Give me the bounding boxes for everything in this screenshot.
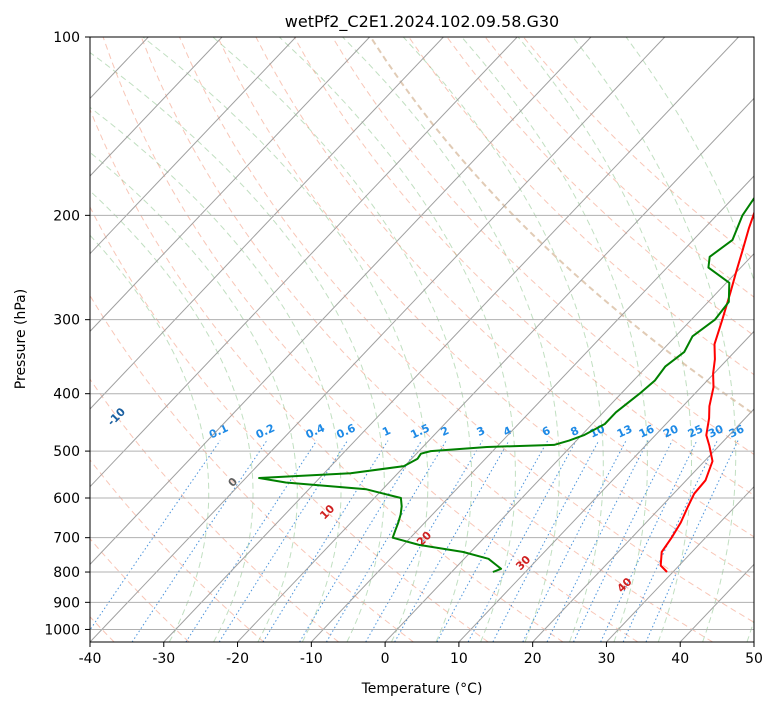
mixing-ratio-line: [299, 440, 423, 642]
mixing-ratio-line: [185, 440, 318, 642]
mixing-ratio-line: [573, 440, 673, 642]
isotherm: [90, 37, 444, 410]
mixing-ratio-line: [325, 440, 447, 642]
mixing-ratio-label: 10: [588, 422, 608, 440]
mixing-ratio-line: [394, 440, 510, 642]
isotherm: [90, 37, 666, 642]
moist-adiabat: [212, 37, 473, 642]
mixing-ratio-line: [645, 440, 739, 642]
x-tick-label: 10: [450, 651, 468, 667]
x-tick-label: -20: [226, 651, 249, 667]
moist-adiabat: [142, 37, 429, 642]
y-tick-label: 500: [53, 444, 80, 460]
mixing-ratio-label: 16: [637, 422, 657, 440]
mixing-ratio-label: 13: [615, 422, 634, 440]
y-tick-label: 800: [53, 565, 80, 581]
y-tick-label: 600: [53, 491, 80, 507]
dry-adiabat: [140, 37, 713, 642]
moist-adiabat: [90, 190, 254, 642]
dry-adiabat: [331, 37, 754, 455]
dry-adiabat: [90, 459, 265, 642]
moist-adiabat: [278, 37, 516, 642]
moist-adiabat: [572, 37, 737, 642]
isotherm: [532, 408, 754, 642]
dry-adiabat: [369, 37, 754, 416]
x-axis: -40 -30 -20 -10 0 10 20 30 40 50: [79, 642, 763, 667]
mixing-ratio-line: [436, 440, 549, 642]
moist-adiabat: [90, 151, 298, 642]
isotherm: [90, 37, 518, 488]
dry-adiabat: [179, 37, 754, 623]
y-tick-label: 100: [53, 30, 80, 46]
isotherm: [384, 252, 754, 642]
mixing-ratio-line: [262, 440, 389, 642]
mixing-ratio-label: 36: [727, 422, 747, 440]
x-tick-label: -40: [79, 651, 102, 667]
mixing-ratio-line: [467, 440, 577, 642]
y-tick-label: 400: [53, 387, 80, 403]
isotherm: [163, 37, 739, 642]
dry-adiabat: [90, 537, 190, 642]
x-tick-label: 0: [381, 651, 390, 667]
x-axis-label: Temperature (°C): [361, 681, 483, 697]
x-tick-label: 50: [745, 651, 763, 667]
moist-adiabat: [402, 37, 604, 642]
moist-adiabat: [342, 37, 560, 642]
mixing-ratio-line: [365, 440, 483, 642]
temperature-profile-line: [659, 210, 754, 573]
y-tick-label: 1000: [44, 622, 80, 638]
dry-adiabat: [90, 205, 489, 642]
dry-adiabat: [90, 108, 564, 642]
mixing-ratio-label: 20: [661, 422, 681, 440]
x-tick-label: -30: [152, 651, 175, 667]
dry-adiabat: [102, 37, 639, 642]
isotherm: [90, 37, 371, 333]
plot-frame: [89, 36, 755, 643]
moist-adiabat: [461, 37, 648, 642]
mixing-ratio-line: [546, 440, 649, 642]
x-tick-label: 30: [598, 651, 616, 667]
y-axis: 100 200 300 400 500 600 700 800 900 1000: [44, 30, 90, 638]
dry-adiabat: [408, 37, 754, 376]
dry-adiabat: [217, 37, 754, 580]
isotherm: [90, 37, 223, 177]
y-tick-label: 700: [53, 531, 80, 547]
y-axis-label: Pressure (hPa): [13, 289, 29, 389]
moist-adiabat: [517, 37, 693, 642]
mixing-ratio-line: [131, 440, 268, 642]
mixing-ratio-line: [218, 440, 348, 642]
mixing-ratio-label: 25: [686, 422, 705, 440]
dry-adiabat: [293, 37, 754, 496]
dewpoint-profile-line: [258, 196, 754, 573]
isotherm: [606, 485, 754, 642]
chart-title: wetPf2_C2E1.2024.102.09.58.G30: [285, 12, 559, 32]
y-tick-label: 900: [53, 595, 80, 611]
isotherm: [90, 37, 297, 255]
x-tick-label: 20: [524, 651, 542, 667]
mixing-ratio-label: 30: [706, 422, 726, 440]
x-tick-label: -10: [300, 651, 323, 667]
x-tick-label: 40: [671, 651, 689, 667]
moist-adiabat: [90, 234, 210, 642]
isotherm: [458, 330, 754, 642]
y-tick-label: 300: [53, 313, 80, 329]
plot-area: 0.10.20.40.611.52346810131620253036-100-…: [90, 37, 754, 642]
isotherm: [90, 37, 592, 566]
isotherm: [237, 97, 754, 642]
y-tick-label: 200: [53, 208, 80, 224]
